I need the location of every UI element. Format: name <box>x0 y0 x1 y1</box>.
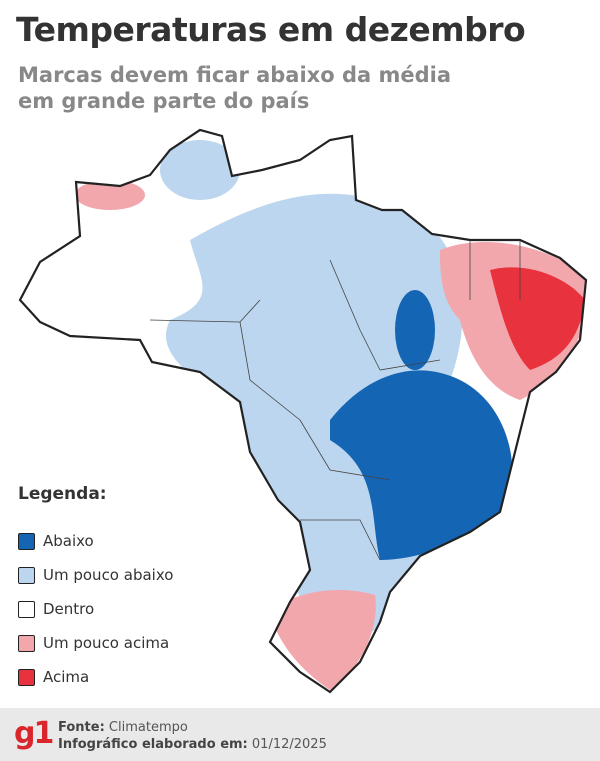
legend-label: Um pouco acima <box>43 634 170 652</box>
legend-item: Um pouco acima <box>18 626 173 660</box>
legend: Legenda: Abaixo Um pouco abaixo Dentro Um p… <box>18 484 173 694</box>
legend-label: Abaixo <box>43 532 94 550</box>
region <box>270 590 376 690</box>
subtitle-line: Marcas devem ficar abaixo da média <box>18 63 452 87</box>
legend-title: Legenda: <box>18 484 107 504</box>
legend-item: Um pouco abaixo <box>18 558 173 592</box>
legend-label: Um pouco abaixo <box>43 566 174 584</box>
footer: g1 Fonte: Climatempo Infográfico elabora… <box>0 708 600 761</box>
logo: g1 <box>14 716 54 751</box>
region <box>160 140 240 200</box>
legend-item: Dentro <box>18 592 173 626</box>
date: Infográfico elaborado em: 01/12/2025 <box>58 737 327 752</box>
legend-label: Dentro <box>43 600 95 618</box>
region <box>395 290 435 370</box>
legend-label: Acima <box>43 668 90 686</box>
legend-item: Acima <box>18 660 173 694</box>
region <box>490 267 585 370</box>
subtitle-line: em grande parte do país <box>18 89 310 113</box>
legend-swatch <box>18 668 35 686</box>
date-text: 01/12/2025 <box>251 737 327 752</box>
legend-item: Abaixo <box>18 524 173 558</box>
legend-swatch <box>18 634 35 652</box>
source-text: Climatempo <box>108 720 188 735</box>
date-label: Infográfico elaborado em: <box>58 737 248 752</box>
title: Temperaturas em dezembro <box>16 10 526 49</box>
source: Fonte: Climatempo <box>58 720 188 735</box>
legend-swatch <box>18 600 35 618</box>
state-borders <box>149 240 521 561</box>
source-label: Fonte: <box>58 720 105 735</box>
map <box>18 128 588 694</box>
legend-swatch <box>18 566 35 584</box>
region <box>75 180 145 210</box>
legend-swatch <box>18 532 35 550</box>
region <box>330 370 513 560</box>
subtitle: Marcas devem ficar abaixo da média em gr… <box>18 62 451 114</box>
